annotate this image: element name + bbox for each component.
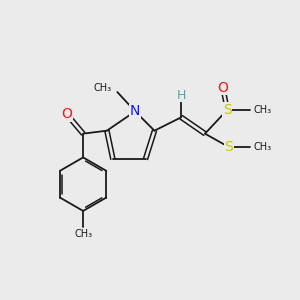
- Text: O: O: [218, 81, 228, 94]
- Text: CH₃: CH₃: [253, 105, 271, 115]
- Text: O: O: [61, 107, 72, 121]
- Text: CH₃: CH₃: [94, 83, 112, 94]
- Text: CH₃: CH₃: [253, 142, 271, 152]
- Text: S: S: [223, 103, 232, 117]
- Text: CH₃: CH₃: [74, 229, 92, 239]
- Text: H: H: [176, 88, 186, 101]
- Text: N: N: [130, 104, 140, 118]
- Text: S: S: [224, 140, 233, 154]
